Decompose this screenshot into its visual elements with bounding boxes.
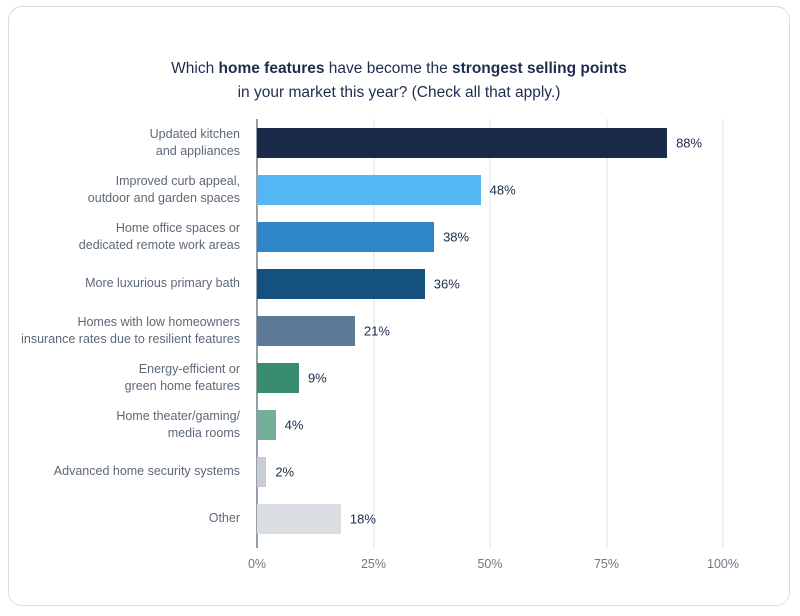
bar-area: 88% — [257, 119, 723, 166]
bar-label: Improved curb appeal, outdoor and garden … — [9, 166, 257, 213]
bar — [257, 362, 299, 393]
bar-value-label: 2% — [275, 464, 295, 479]
bar-label: Homes with low homeowners insurance rates… — [9, 307, 257, 354]
bar — [257, 409, 276, 440]
bar-value-label: 88% — [676, 135, 703, 150]
gridline — [373, 119, 374, 548]
bar-label: Home office spaces or dedicated remote wo… — [9, 213, 257, 260]
x-axis-tick-label: 0% — [247, 557, 267, 571]
bar-label-line: insurance rates due to resilient feature… — [21, 331, 240, 346]
chart-title-line2: in your market this year? (Check all tha… — [237, 84, 561, 101]
x-axis-tick-label: 100% — [707, 557, 739, 571]
title-bold-2: strongest selling points — [452, 60, 627, 77]
gridline — [606, 119, 607, 548]
bar-label-line: dedicated remote work areas — [78, 237, 240, 252]
title-text-2: have become the — [324, 60, 453, 77]
bar-area: 36% — [257, 260, 723, 307]
bar-value-label: 18% — [349, 511, 376, 526]
bar-value-label: 4% — [284, 417, 304, 432]
gridline — [722, 119, 724, 548]
bar-label-line: Homes with low homeowners — [77, 314, 240, 329]
bar — [257, 268, 425, 299]
chart-title-line1: Which home features have become the stro… — [9, 57, 789, 81]
bar-area: 9% — [257, 354, 723, 401]
bar-row: More luxurious primary bath 36% — [9, 260, 789, 307]
bar-label: Advanced home security systems — [9, 448, 257, 495]
bar — [257, 503, 341, 534]
bar-label-line: Energy-efficient or — [138, 361, 240, 376]
x-axis-tick-label: 25% — [360, 557, 387, 571]
bar-label: Other — [9, 495, 257, 542]
bar — [257, 456, 267, 487]
x-axis-tick-label: 75% — [593, 557, 620, 571]
bar-row: Home theater/gaming/media rooms 4% — [9, 401, 789, 448]
bar-label-line: green home features — [124, 378, 240, 393]
bar-area: 48% — [257, 166, 723, 213]
bar-label-line: media rooms — [167, 425, 240, 440]
bar-area: 2% — [257, 448, 723, 495]
bar-chart: Updated kitchen and appliances 88% Improved… — [9, 119, 789, 581]
bar-label-line: and appliances — [155, 143, 240, 158]
bar-label: More luxurious primary bath — [9, 260, 257, 307]
bar-value-label: 48% — [489, 182, 516, 197]
bar-value-label: 9% — [307, 370, 327, 385]
title-text-1: Which — [171, 60, 219, 77]
bar-area: 4% — [257, 401, 723, 448]
bar-label: Home theater/gaming/media rooms — [9, 401, 257, 448]
title-bold-1: home features — [218, 60, 325, 77]
x-axis: 0% 25% 50% 75% 100% — [248, 557, 739, 577]
bar-row: Advanced home security systems 2% — [9, 448, 789, 495]
bar-label: Energy-efficient or green home features — [9, 354, 257, 401]
bar-area: 21% — [257, 307, 723, 354]
bar — [257, 127, 668, 158]
chart-card: Which home features have become the stro… — [8, 6, 790, 606]
x-axis-tick-label: 50% — [477, 557, 503, 571]
bar-row: Energy-efficient or green home features 9% — [9, 354, 789, 401]
bar-value-label: 21% — [363, 323, 390, 338]
bar — [257, 315, 355, 346]
bar — [257, 221, 435, 252]
bar-label-line: Updated kitchen — [149, 126, 240, 141]
bar-value-label: 38% — [443, 229, 470, 244]
bar-row: Other 18% — [9, 495, 789, 542]
bar-label-line: Advanced home security systems — [53, 464, 240, 478]
bar-label-line: outdoor and garden spaces — [87, 190, 240, 205]
chart-title: Which home features have become the stro… — [9, 57, 789, 105]
bar-value-label: 36% — [433, 276, 460, 291]
bar-label-line: Improved curb appeal, — [115, 173, 240, 188]
bar-label: Updated kitchen and appliances — [9, 119, 257, 166]
gridline — [489, 119, 491, 548]
bar-row: Homes with low homeowners insurance rates… — [9, 307, 789, 354]
bar-row: Home office spaces or dedicated remote wo… — [9, 213, 789, 260]
bar-area: 18% — [257, 495, 723, 542]
bar-label-line: Other — [208, 511, 240, 525]
bar-label-line: More luxurious primary bath — [85, 276, 240, 290]
bar-area: 38% — [257, 213, 723, 260]
bar-label-line: Home theater/gaming/ — [116, 408, 240, 423]
bar-row: Improved curb appeal, outdoor and garden … — [9, 166, 789, 213]
bar-label-line: Home office spaces or — [115, 220, 240, 235]
bar — [257, 174, 481, 205]
bar-row: Updated kitchen and appliances 88% — [9, 119, 789, 166]
bar-rows: Updated kitchen and appliances 88% Improved… — [9, 119, 789, 542]
